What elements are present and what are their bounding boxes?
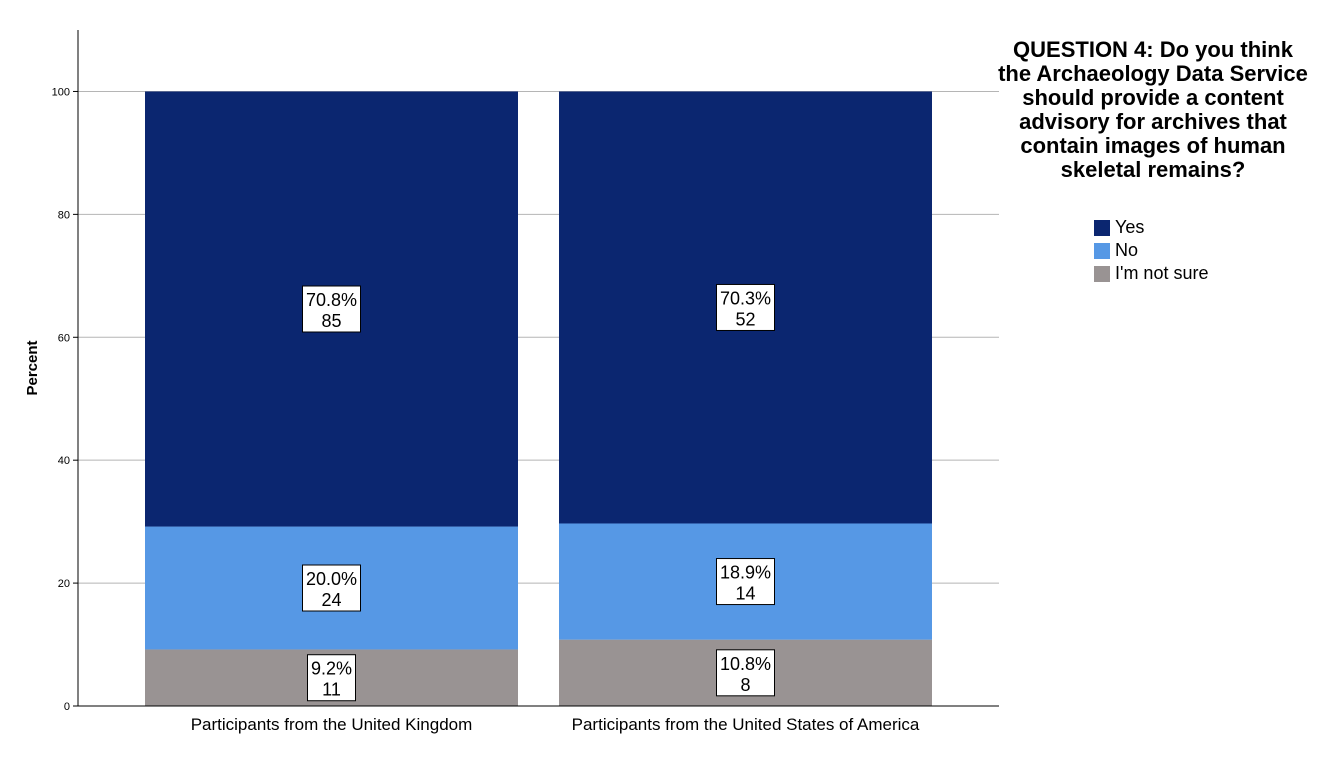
axes: 0 20 40 60 80 100 Participants from the United… xyxy=(24,30,999,734)
legend-label: Yes xyxy=(1115,217,1145,237)
data-labels: 9.2%11 20.0%24 70.8%85 10.8%8 18.9%14 70.3%52 xyxy=(302,283,775,702)
y-tick-label: 60 xyxy=(58,332,70,344)
y-tick-label: 0 xyxy=(64,701,70,713)
data-label-count: 52 xyxy=(735,309,755,329)
y-tick-label: 20 xyxy=(58,578,70,590)
data-label: 10.8%8 xyxy=(716,649,775,697)
data-label-count: 14 xyxy=(735,584,755,604)
y-tick-label: 80 xyxy=(58,209,70,221)
legend-title: QUESTION 4: Do you think the Archaeology… xyxy=(998,37,1308,182)
y-tick-label: 40 xyxy=(58,455,70,467)
data-label: 20.0%24 xyxy=(302,564,361,612)
legend-swatch xyxy=(1094,242,1110,259)
data-label-percent: 10.8% xyxy=(720,654,771,674)
data-label-percent: 18.9% xyxy=(720,563,771,583)
legend-swatch xyxy=(1094,265,1110,282)
data-label-count: 11 xyxy=(322,680,341,700)
legend-item: I'm not sure xyxy=(1094,262,1208,285)
data-label: 70.8%85 xyxy=(302,285,361,333)
legend-label: I'm not sure xyxy=(1115,263,1209,283)
legend: Yes No I'm not sure xyxy=(1094,216,1208,285)
legend-item: No xyxy=(1094,239,1208,262)
legend-swatch xyxy=(1094,219,1110,236)
legend-item: Yes xyxy=(1094,216,1208,239)
data-label: 9.2%11 xyxy=(307,654,356,702)
data-label-box xyxy=(307,654,356,702)
data-label-box xyxy=(302,564,361,612)
data-label-box xyxy=(716,649,775,697)
y-tick-label: 100 xyxy=(52,86,70,98)
y-axis-title: Percent xyxy=(24,340,41,395)
x-category-label: Participants from the United States of A… xyxy=(572,715,920,734)
data-label-box xyxy=(302,285,361,333)
data-label-percent: 20.0% xyxy=(306,569,357,589)
legend-label: No xyxy=(1115,240,1139,260)
x-category-label: Participants from the United Kingdom xyxy=(191,715,473,734)
data-label-count: 24 xyxy=(321,590,341,610)
data-label-box xyxy=(716,558,775,606)
bars xyxy=(145,91,932,706)
data-label: 70.3%52 xyxy=(716,283,775,331)
data-label-percent: 70.3% xyxy=(720,288,771,308)
data-label-percent: 70.8% xyxy=(306,290,357,310)
data-label-percent: 9.2% xyxy=(311,659,352,679)
data-label-box xyxy=(716,283,775,331)
data-label-count: 85 xyxy=(321,311,341,331)
data-label: 18.9%14 xyxy=(716,558,775,606)
data-label-count: 8 xyxy=(740,675,750,695)
